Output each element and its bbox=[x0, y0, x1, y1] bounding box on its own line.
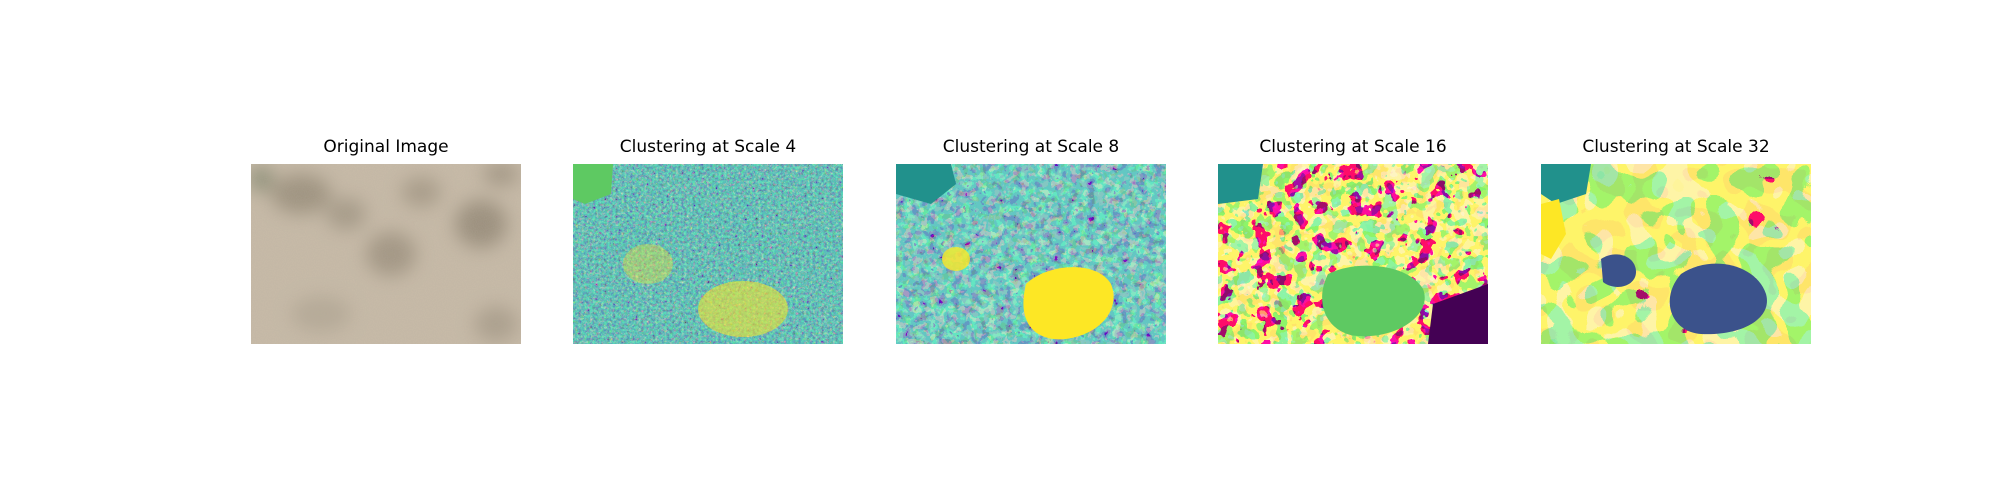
cluster-map-scale-32 bbox=[1541, 164, 1811, 344]
cluster-map-scale-16 bbox=[1218, 164, 1488, 344]
panel-scale-8: Clustering at Scale 8 bbox=[896, 136, 1166, 344]
panel-scale-16: Clustering at Scale 16 bbox=[1218, 136, 1488, 344]
panel-scale-32: Clustering at Scale 32 bbox=[1541, 136, 1811, 344]
panel-original: Original Image bbox=[251, 136, 521, 344]
panel-title-scale-16: Clustering at Scale 16 bbox=[1259, 137, 1447, 157]
panel-scale-4: Clustering at Scale 4 bbox=[573, 136, 843, 344]
original-image bbox=[251, 164, 521, 344]
panel-title-scale-32: Clustering at Scale 32 bbox=[1582, 137, 1770, 157]
panel-title-original: Original Image bbox=[323, 137, 449, 157]
panel-title-scale-8: Clustering at Scale 8 bbox=[942, 137, 1120, 157]
panel-title-scale-4: Clustering at Scale 4 bbox=[619, 137, 797, 157]
cluster-map-scale-8 bbox=[896, 164, 1166, 344]
cluster-map-scale-4 bbox=[573, 164, 843, 344]
